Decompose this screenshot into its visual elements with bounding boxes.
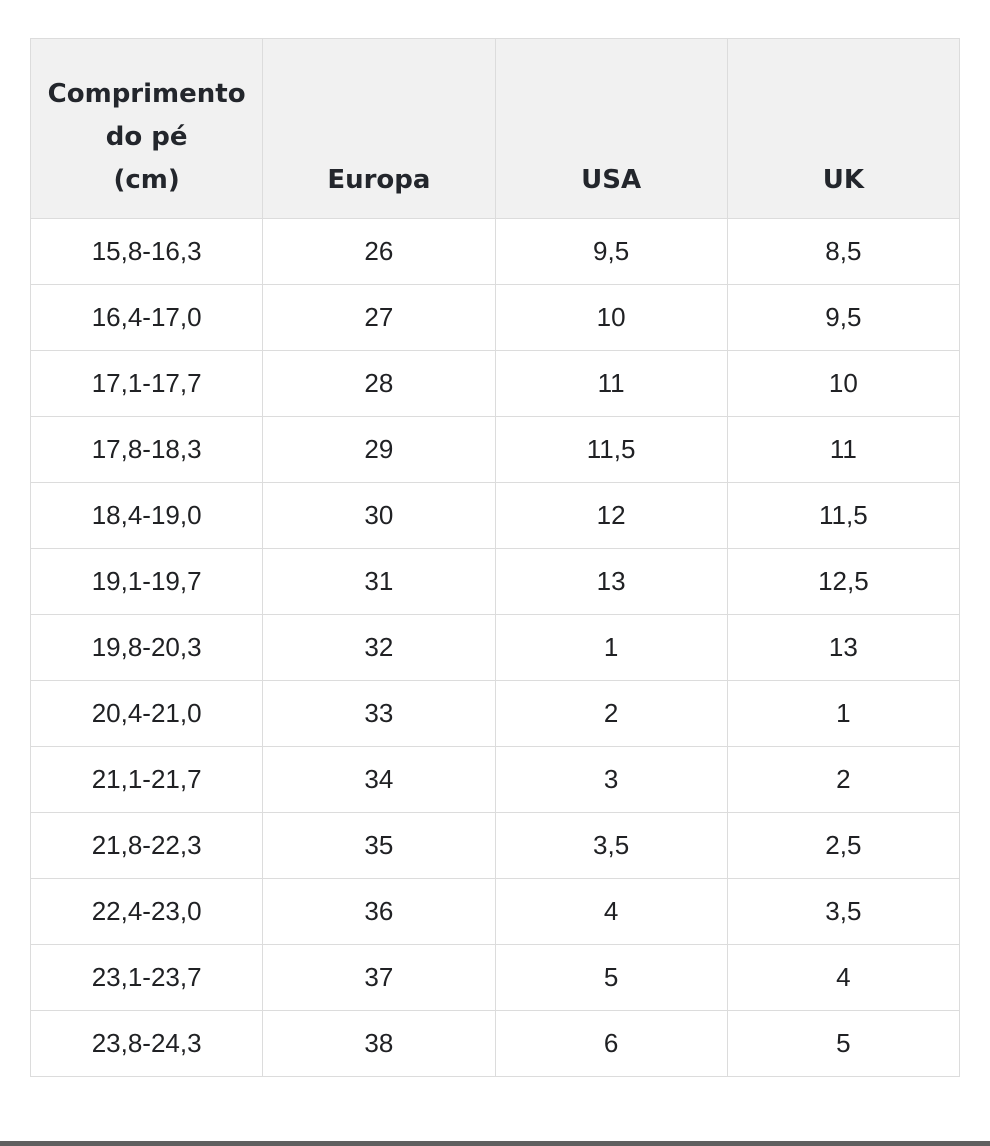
header-row: Comprimento do pé (cm) Europa USA UK (29, 38, 961, 219)
table-row: 18,4-19,0 30 12 11,5 (29, 482, 961, 549)
table-row: 20,4-21,0 33 2 1 (29, 680, 961, 747)
table-row: 15,8-16,3 26 9,5 8,5 (29, 218, 961, 285)
cell-uk: 11 (726, 416, 961, 483)
cell-europa: 26 (262, 218, 496, 285)
cell-foot-length-cm: 17,8-18,3 (29, 416, 264, 483)
cell-europa: 35 (262, 812, 496, 879)
cell-usa: 4 (494, 878, 728, 945)
cell-foot-length-cm: 19,1-19,7 (29, 548, 264, 615)
table-row: 19,8-20,3 32 1 13 (29, 614, 961, 681)
cell-usa: 12 (494, 482, 728, 549)
cell-uk: 11,5 (726, 482, 961, 549)
header-europa: Europa (262, 38, 496, 219)
table-row: 22,4-23,0 36 4 3,5 (29, 878, 961, 945)
table-row: 21,8-22,3 35 3,5 2,5 (29, 812, 961, 879)
table-row: 17,8-18,3 29 11,5 11 (29, 416, 961, 483)
cell-europa: 33 (262, 680, 496, 747)
cell-europa: 31 (262, 548, 496, 615)
cell-usa: 2 (494, 680, 728, 747)
cell-foot-length-cm: 18,4-19,0 (29, 482, 264, 549)
table-row: 17,1-17,7 28 11 10 (29, 350, 961, 417)
cell-foot-length-cm: 23,8-24,3 (29, 1010, 264, 1077)
table-row: 23,1-23,7 37 5 4 (29, 944, 961, 1011)
cell-foot-length-cm: 19,8-20,3 (29, 614, 264, 681)
cell-usa: 10 (494, 284, 728, 351)
cell-foot-length-cm: 17,1-17,7 (29, 350, 264, 417)
cell-usa: 6 (494, 1010, 728, 1077)
cell-europa: 38 (262, 1010, 496, 1077)
cell-foot-length-cm: 23,1-23,7 (29, 944, 264, 1011)
cell-usa: 1 (494, 614, 728, 681)
table-row: 16,4-17,0 27 10 9,5 (29, 284, 961, 351)
cell-europa: 30 (262, 482, 496, 549)
cell-uk: 9,5 (726, 284, 961, 351)
cell-usa: 5 (494, 944, 728, 1011)
header-foot-length-cm: Comprimento do pé (cm) (29, 38, 264, 219)
header-uk: UK (726, 38, 961, 219)
cell-europa: 37 (262, 944, 496, 1011)
cell-foot-length-cm: 22,4-23,0 (29, 878, 264, 945)
cell-uk: 2 (726, 746, 961, 813)
cell-usa: 11 (494, 350, 728, 417)
size-table-body: 15,8-16,3 26 9,5 8,5 16,4-17,0 27 10 9,5 17,1-17… (29, 218, 961, 1077)
shoe-size-conversion-table: Comprimento do pé (cm) Europa USA UK 15,… (29, 38, 961, 1077)
cell-foot-length-cm: 21,1-21,7 (29, 746, 264, 813)
cell-uk: 3,5 (726, 878, 961, 945)
table-row: 19,1-19,7 31 13 12,5 (29, 548, 961, 615)
size-conversion-section: Comprimento do pé (cm) Europa USA UK 15,… (29, 38, 961, 1077)
cell-uk: 5 (726, 1010, 961, 1077)
cell-europa: 28 (262, 350, 496, 417)
cell-uk: 2,5 (726, 812, 961, 879)
cell-uk: 8,5 (726, 218, 961, 285)
cell-europa: 34 (262, 746, 496, 813)
cell-europa: 29 (262, 416, 496, 483)
cell-usa: 9,5 (494, 218, 728, 285)
cell-foot-length-cm: 21,8-22,3 (29, 812, 264, 879)
cell-europa: 32 (262, 614, 496, 681)
table-row: 23,8-24,3 38 6 5 (29, 1010, 961, 1077)
cell-uk: 13 (726, 614, 961, 681)
cell-uk: 12,5 (726, 548, 961, 615)
cell-usa: 3,5 (494, 812, 728, 879)
cell-foot-length-cm: 15,8-16,3 (29, 218, 264, 285)
cell-usa: 13 (494, 548, 728, 615)
cell-europa: 36 (262, 878, 496, 945)
cell-usa: 11,5 (494, 416, 728, 483)
cell-foot-length-cm: 16,4-17,0 (29, 284, 264, 351)
cell-uk: 4 (726, 944, 961, 1011)
header-usa: USA (494, 38, 728, 219)
cell-foot-length-cm: 20,4-21,0 (29, 680, 264, 747)
bottom-divider (0, 1141, 990, 1146)
table-row: 21,1-21,7 34 3 2 (29, 746, 961, 813)
table-header: Comprimento do pé (cm) Europa USA UK (29, 38, 961, 219)
cell-uk: 10 (726, 350, 961, 417)
cell-usa: 3 (494, 746, 728, 813)
cell-uk: 1 (726, 680, 961, 747)
cell-europa: 27 (262, 284, 496, 351)
